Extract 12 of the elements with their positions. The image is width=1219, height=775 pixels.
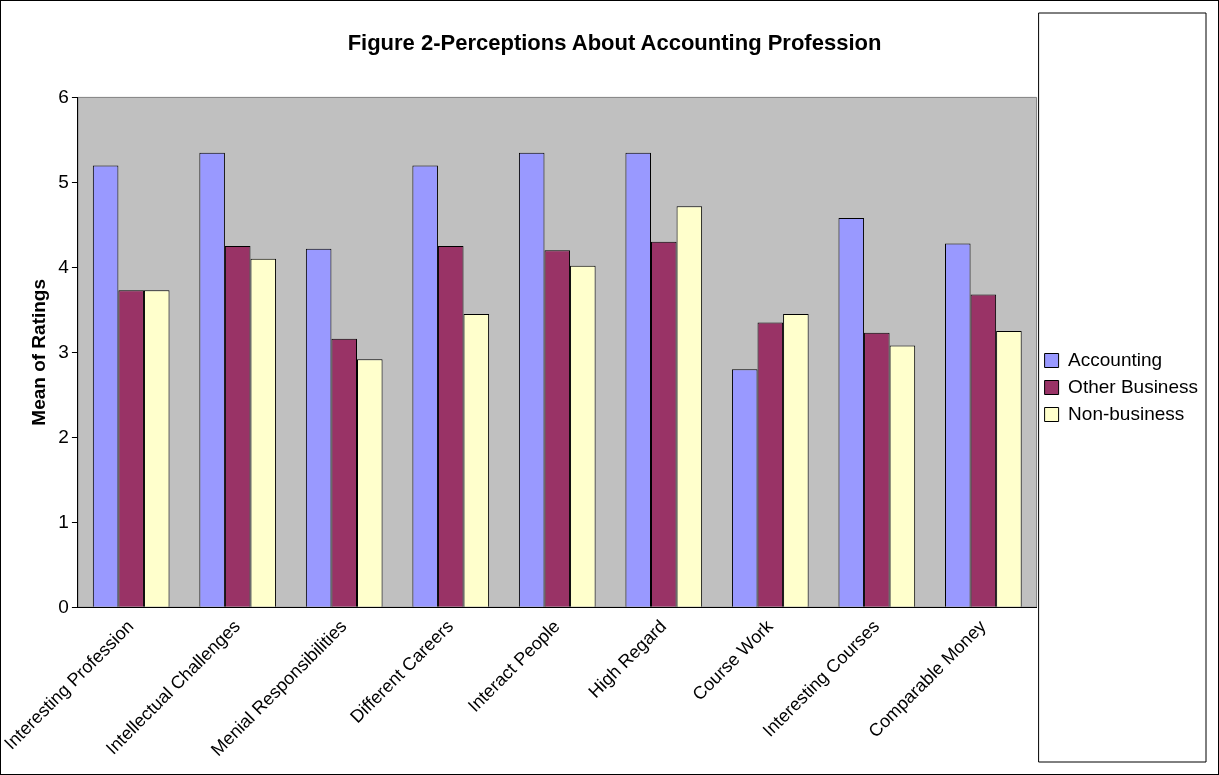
y-tick-label: 5 <box>58 170 69 192</box>
legend-label: Accounting <box>1068 348 1163 370</box>
legend-label: Other Business <box>1068 375 1199 397</box>
y-tick-label: 2 <box>58 425 69 447</box>
y-tick-label: 0 <box>58 595 69 617</box>
y-tick-label: 6 <box>58 85 69 107</box>
y-tick-label: 4 <box>58 255 70 277</box>
chart-title: Figure 2-Perceptions About Accounting Profession <box>347 30 882 56</box>
y-tick-label: 3 <box>58 340 69 362</box>
legend-label: Non-business <box>1068 402 1185 424</box>
y-tick-label: 1 <box>58 510 69 532</box>
y-axis-title: Mean of Ratings <box>28 278 50 426</box>
